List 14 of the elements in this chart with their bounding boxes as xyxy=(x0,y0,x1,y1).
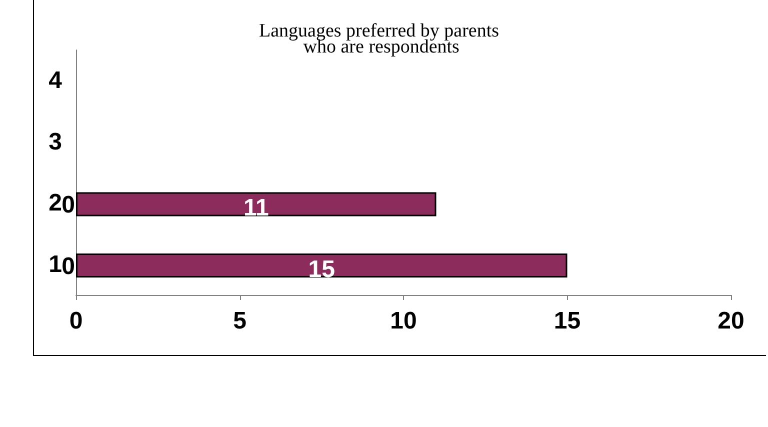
x-tick-label: 10 xyxy=(390,308,417,334)
x-tick-label: 0 xyxy=(69,308,83,334)
data-label: 11 xyxy=(243,194,269,222)
x-tick-label: 5 xyxy=(233,308,246,334)
x-tick-label: 15 xyxy=(554,308,581,334)
x-tick-label: 20 xyxy=(718,308,744,334)
data-label: 0 xyxy=(62,252,75,280)
y-tick-label: 1 xyxy=(48,250,62,278)
y-tick-label: 4 xyxy=(48,67,63,94)
y-tick-label: 2 xyxy=(48,190,62,217)
chart-title: Languages preferred by parents who are respondents xyxy=(258,20,500,58)
data-label: 0 xyxy=(62,192,75,219)
y-tick-label: 3 xyxy=(48,128,62,156)
data-label: 15 xyxy=(308,256,335,283)
